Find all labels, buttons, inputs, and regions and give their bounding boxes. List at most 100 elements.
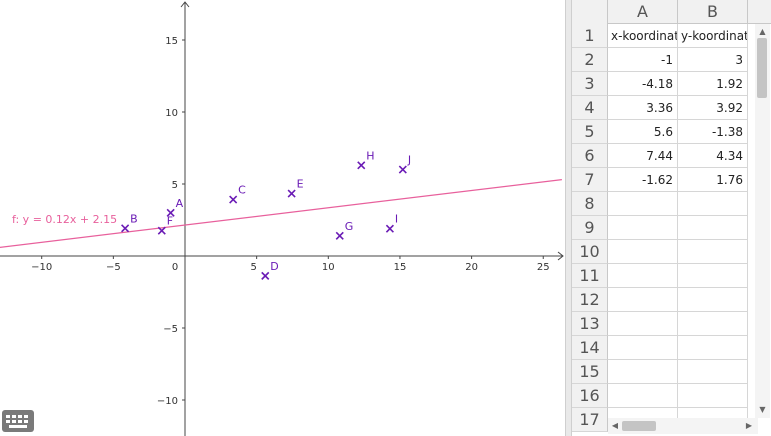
point-marker-H[interactable] — [357, 161, 366, 170]
graph-canvas[interactable]: −10 −5 0 5 10 15 20 25 15 10 5 −5 −10 f: y = 0.12x + … — [0, 0, 565, 436]
x-axis-arrow — [557, 251, 564, 261]
vertical-scrollbar[interactable] — [755, 24, 770, 418]
spreadsheet-view[interactable]: A B 1x-koordinatey-koordinate2-133-4.181… — [572, 0, 771, 436]
cell-b[interactable]: 3.92 — [678, 96, 748, 120]
cell-a[interactable]: -4.18 — [608, 72, 678, 96]
row-header[interactable]: 12 — [572, 288, 608, 312]
point-label-C[interactable]: C — [238, 184, 246, 197]
cell-b[interactable]: y-koordinate — [678, 24, 748, 48]
row-header[interactable]: 6 — [572, 144, 608, 168]
point-label-F[interactable]: F — [167, 215, 173, 228]
y-tick-label: 10 — [165, 108, 178, 119]
column-header-b[interactable]: B — [678, 0, 748, 24]
cell-a[interactable] — [608, 360, 678, 384]
cell-a[interactable]: 7.44 — [608, 144, 678, 168]
table-row: 8 — [572, 192, 771, 216]
point-label-D[interactable]: D — [270, 260, 278, 273]
x-tick-label: −5 — [106, 262, 121, 273]
row-header[interactable]: 1 — [572, 24, 608, 48]
cell-b[interactable] — [678, 312, 748, 336]
cell-a[interactable]: 3.36 — [608, 96, 678, 120]
scroll-down-icon[interactable]: ▼ — [759, 405, 766, 414]
x-tick-label: 25 — [537, 262, 550, 273]
cell-b[interactable] — [678, 240, 748, 264]
cell-b[interactable]: 4.34 — [678, 144, 748, 168]
point-label-I[interactable]: I — [395, 213, 398, 226]
cell-a[interactable]: -1 — [608, 48, 678, 72]
cell-a[interactable] — [608, 264, 678, 288]
row-header[interactable]: 17 — [572, 408, 608, 432]
point-marker-G[interactable] — [335, 231, 344, 240]
cell-a[interactable] — [608, 240, 678, 264]
row-header[interactable]: 7 — [572, 168, 608, 192]
function-label[interactable]: f: y = 0.12x + 2.15 — [12, 213, 117, 226]
point-label-G[interactable]: G — [345, 220, 354, 233]
corner-cell[interactable] — [572, 0, 608, 24]
row-header[interactable]: 9 — [572, 216, 608, 240]
point-label-J[interactable]: J — [407, 154, 411, 167]
table-row: 2 -1 3 — [572, 48, 771, 72]
graphics-view[interactable]: −10 −5 0 5 10 15 20 25 15 10 5 −5 −10 f: y = 0.12x + … — [0, 0, 565, 436]
scroll-left-icon[interactable]: ◀ — [611, 421, 619, 430]
x-tick-label: 10 — [322, 262, 335, 273]
row-header[interactable]: 8 — [572, 192, 608, 216]
point-marker-I[interactable] — [385, 224, 394, 233]
row-header[interactable]: 10 — [572, 240, 608, 264]
point-marker-B[interactable] — [121, 224, 130, 233]
cell-b[interactable] — [678, 264, 748, 288]
point-marker-A[interactable] — [166, 208, 175, 217]
table-row: 4 3.36 3.92 — [572, 96, 771, 120]
column-header-a[interactable]: A — [608, 0, 678, 24]
row-header[interactable]: 4 — [572, 96, 608, 120]
horizontal-scrollbar[interactable]: ◀ ▶ — [608, 418, 758, 434]
cell-b[interactable]: 1.92 — [678, 72, 748, 96]
cell-a[interactable]: x-koordinate — [608, 24, 678, 48]
row-header[interactable]: 3 — [572, 72, 608, 96]
point-marker-D[interactable] — [261, 271, 270, 280]
vertical-scroll-thumb[interactable] — [757, 38, 767, 98]
table-row: 5 5.6 -1.38 — [572, 120, 771, 144]
row-header[interactable]: 15 — [572, 360, 608, 384]
cell-a[interactable]: 5.6 — [608, 120, 678, 144]
point-marker-J[interactable] — [398, 165, 407, 174]
regression-line[interactable] — [0, 178, 562, 248]
point-label-H[interactable]: H — [366, 149, 374, 162]
cell-b[interactable]: -1.38 — [678, 120, 748, 144]
cell-a[interactable]: -1.62 — [608, 168, 678, 192]
cell-a[interactable] — [608, 288, 678, 312]
row-header[interactable]: 14 — [572, 336, 608, 360]
cell-a[interactable] — [608, 192, 678, 216]
point-marker-F[interactable] — [157, 226, 166, 235]
keyboard-icon[interactable] — [2, 410, 34, 432]
cell-b[interactable] — [678, 384, 748, 408]
point-label-B[interactable]: B — [130, 212, 138, 225]
row-header[interactable]: 5 — [572, 120, 608, 144]
y-axis-arrow — [180, 1, 190, 8]
row-header[interactable]: 13 — [572, 312, 608, 336]
cell-b[interactable] — [678, 360, 748, 384]
cell-a[interactable] — [608, 312, 678, 336]
cell-b[interactable] — [678, 192, 748, 216]
table-row: 10 — [572, 240, 771, 264]
scroll-up-icon[interactable]: ▲ — [759, 27, 766, 36]
point-marker-E[interactable] — [287, 189, 296, 198]
cell-b[interactable] — [678, 288, 748, 312]
point-marker-C[interactable] — [229, 195, 238, 204]
cell-b[interactable] — [678, 216, 748, 240]
cell-b[interactable] — [678, 336, 748, 360]
cell-b[interactable]: 3 — [678, 48, 748, 72]
cell-a[interactable] — [608, 384, 678, 408]
table-row: 16 — [572, 384, 771, 408]
point-label-A[interactable]: A — [176, 197, 184, 210]
row-header[interactable]: 2 — [572, 48, 608, 72]
y-tick-label: −5 — [163, 324, 178, 335]
point-label-E[interactable]: E — [297, 178, 304, 191]
cell-b[interactable]: 1.76 — [678, 168, 748, 192]
row-header[interactable]: 16 — [572, 384, 608, 408]
cell-a[interactable] — [608, 216, 678, 240]
scroll-right-icon[interactable]: ▶ — [745, 421, 753, 430]
view-splitter[interactable] — [565, 0, 572, 436]
horizontal-scroll-thumb[interactable] — [622, 421, 656, 431]
row-header[interactable]: 11 — [572, 264, 608, 288]
cell-a[interactable] — [608, 336, 678, 360]
